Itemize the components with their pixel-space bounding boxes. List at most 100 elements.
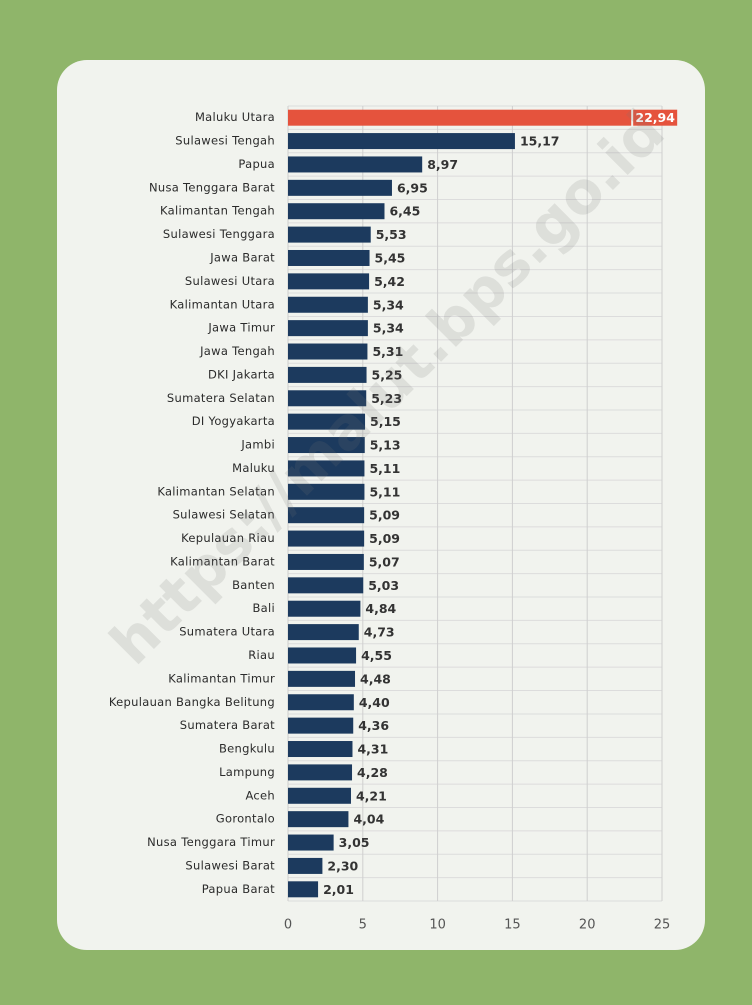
bar bbox=[288, 647, 357, 664]
category-label: Bali bbox=[252, 601, 275, 615]
category-label: Bengkulu bbox=[219, 742, 275, 756]
category-label: DI Yogyakarta bbox=[192, 414, 275, 428]
bar bbox=[288, 811, 349, 828]
category-label: Kalimantan Utara bbox=[170, 297, 275, 311]
value-label: 4,36 bbox=[358, 718, 389, 733]
bar bbox=[288, 413, 366, 430]
bar bbox=[288, 203, 385, 220]
category-label: DKI Jakarta bbox=[208, 367, 275, 381]
category-label: Maluku bbox=[232, 461, 275, 475]
bar bbox=[288, 390, 367, 407]
value-label: 4,28 bbox=[357, 765, 388, 780]
category-label: Jawa Timur bbox=[207, 321, 275, 335]
value-label: 22,94 bbox=[635, 110, 675, 125]
bar bbox=[288, 179, 392, 196]
value-label: 5,42 bbox=[374, 274, 405, 289]
value-label: 5,13 bbox=[370, 438, 401, 453]
bar bbox=[288, 226, 371, 243]
category-label: Papua bbox=[238, 157, 275, 171]
bar bbox=[288, 133, 515, 150]
bar bbox=[288, 530, 365, 547]
x-tick-label: 20 bbox=[579, 918, 596, 933]
category-label: Sumatera Utara bbox=[179, 625, 275, 639]
bar bbox=[288, 553, 364, 570]
category-label: Kalimantan Timur bbox=[168, 671, 275, 685]
category-label: Gorontalo bbox=[216, 812, 275, 826]
bar bbox=[288, 857, 323, 874]
value-label: 4,84 bbox=[365, 601, 396, 616]
value-label: 5,23 bbox=[371, 391, 402, 406]
value-label: 5,11 bbox=[369, 461, 400, 476]
category-label: Sumatera Selatan bbox=[167, 391, 275, 405]
category-label: Sulawesi Barat bbox=[185, 858, 275, 872]
value-label: 5,15 bbox=[370, 414, 401, 429]
bar bbox=[288, 600, 361, 617]
category-label: Maluku Utara bbox=[195, 110, 275, 124]
category-label: Sulawesi Utara bbox=[185, 274, 275, 288]
category-label: Sumatera Barat bbox=[180, 718, 275, 732]
bar bbox=[288, 741, 353, 758]
bar bbox=[288, 881, 319, 898]
category-label: Banten bbox=[232, 578, 275, 592]
value-label: 5,34 bbox=[373, 321, 404, 336]
bar bbox=[288, 249, 370, 266]
bar bbox=[288, 343, 368, 360]
bar bbox=[288, 109, 632, 126]
value-label: 15,17 bbox=[520, 134, 560, 149]
category-label: Sulawesi Tengah bbox=[175, 134, 275, 148]
value-label: 2,30 bbox=[327, 858, 358, 873]
bar bbox=[288, 296, 368, 313]
category-label: Sulawesi Selatan bbox=[173, 508, 275, 522]
value-label: 5,45 bbox=[375, 250, 406, 265]
bar bbox=[288, 834, 334, 851]
card bbox=[57, 60, 705, 950]
bar bbox=[288, 366, 367, 383]
x-tick-label: 15 bbox=[504, 918, 521, 933]
value-label: 2,01 bbox=[323, 882, 354, 897]
value-label: 5,09 bbox=[369, 531, 400, 546]
value-label: 4,48 bbox=[360, 671, 391, 686]
value-label: 8,97 bbox=[427, 157, 458, 172]
bar bbox=[288, 694, 354, 711]
category-label: Papua Barat bbox=[202, 882, 275, 896]
category-label: Aceh bbox=[245, 788, 275, 802]
value-label: 5,07 bbox=[369, 554, 400, 569]
bar bbox=[288, 787, 351, 804]
bar bbox=[288, 764, 353, 781]
category-label: Kalimantan Tengah bbox=[160, 204, 275, 218]
value-label: 4,40 bbox=[359, 695, 390, 710]
bar bbox=[288, 507, 365, 524]
x-tick-label: 25 bbox=[654, 918, 671, 933]
category-label: Jawa Tengah bbox=[199, 344, 275, 358]
category-label: Lampung bbox=[219, 765, 275, 779]
value-label: 5,11 bbox=[369, 484, 400, 499]
category-label: Kalimantan Selatan bbox=[157, 484, 275, 498]
value-label: 3,05 bbox=[339, 835, 370, 850]
category-label: Jawa Barat bbox=[209, 250, 275, 264]
value-label-box bbox=[633, 109, 678, 126]
bar bbox=[288, 717, 354, 734]
value-label: 5,31 bbox=[372, 344, 403, 359]
category-label: Jambi bbox=[240, 438, 275, 452]
value-label: 5,09 bbox=[369, 508, 400, 523]
value-label: 5,25 bbox=[372, 367, 403, 382]
bar bbox=[288, 624, 359, 641]
x-tick-label: 5 bbox=[359, 918, 367, 933]
bar bbox=[288, 437, 365, 454]
category-label: Kepulauan Riau bbox=[181, 531, 275, 545]
bar bbox=[288, 577, 364, 594]
category-label: Nusa Tenggara Barat bbox=[149, 180, 275, 194]
value-label: 5,03 bbox=[368, 578, 399, 593]
value-label: 6,45 bbox=[389, 204, 420, 219]
bar bbox=[288, 670, 356, 687]
category-label: Kalimantan Barat bbox=[170, 554, 275, 568]
bar bbox=[288, 483, 365, 500]
bar bbox=[288, 156, 423, 173]
value-label: 4,31 bbox=[357, 742, 388, 757]
x-tick-label: 0 bbox=[284, 918, 292, 933]
category-label: Kepulauan Bangka Belitung bbox=[109, 695, 275, 709]
value-label: 4,04 bbox=[353, 812, 384, 827]
bar bbox=[288, 273, 370, 290]
bar bbox=[288, 320, 368, 337]
